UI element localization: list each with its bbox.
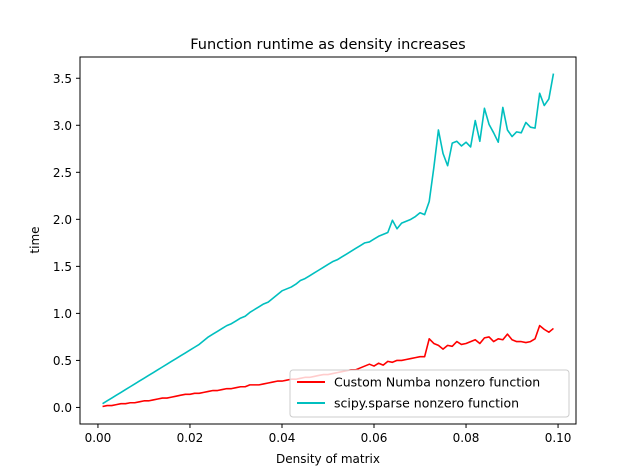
x-tick-label: 0.00 bbox=[85, 431, 112, 445]
y-axis-label: time bbox=[28, 226, 42, 253]
y-tick-label: 3.5 bbox=[53, 72, 72, 86]
plot-frame bbox=[79, 56, 577, 425]
x-tick-label: 0.10 bbox=[545, 431, 572, 445]
legend-label-scipy: scipy.sparse nonzero function bbox=[334, 396, 519, 411]
y-tick-label: 3.0 bbox=[53, 119, 72, 133]
chart-title: Function runtime as density increases bbox=[190, 37, 466, 53]
y-tick-label: 1.5 bbox=[53, 260, 72, 274]
y-tick-label: 2.5 bbox=[53, 166, 72, 180]
x-axis-label: Density of matrix bbox=[276, 452, 380, 466]
axis-ticks: 0.00 0.02 0.04 0.06 0.08 0.10 0.0 0.5 1.0 1.5 2.0 2… bbox=[53, 72, 572, 445]
x-tick-label: 0.08 bbox=[453, 431, 480, 445]
series-line-scipy bbox=[102, 73, 555, 405]
x-tick-label: 0.06 bbox=[361, 431, 388, 445]
y-tick-label: 1.0 bbox=[53, 307, 72, 321]
y-tick-label: 2.0 bbox=[53, 213, 72, 227]
x-tick-label: 0.04 bbox=[269, 431, 296, 445]
y-tick-label: 0.0 bbox=[53, 401, 72, 415]
legend: Custom Numba nonzero function scipy.spar… bbox=[289, 369, 570, 418]
legend-label-numba: Custom Numba nonzero function bbox=[334, 375, 540, 390]
x-tick-label: 0.02 bbox=[177, 431, 204, 445]
y-tick-label: 0.5 bbox=[53, 354, 72, 368]
legend-box bbox=[289, 369, 570, 418]
